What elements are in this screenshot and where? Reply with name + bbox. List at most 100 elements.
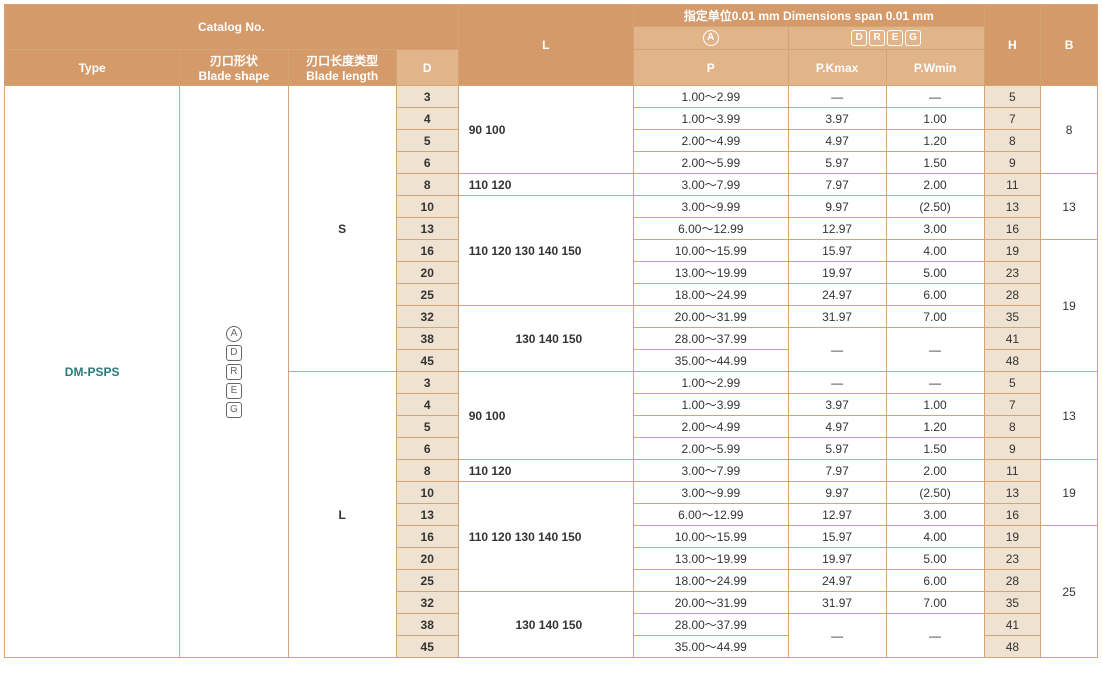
- p-cell: 3.00～7.99: [633, 460, 788, 482]
- k-cell: —: [788, 328, 886, 372]
- d-cell: 4: [396, 108, 458, 130]
- w-cell: —: [886, 86, 984, 108]
- b-cell: 25: [1041, 526, 1098, 658]
- p-cell: 35.00～44.99: [633, 636, 788, 658]
- w-cell: 1.00: [886, 394, 984, 416]
- h-cell: 48: [984, 350, 1041, 372]
- w-cell: 1.20: [886, 416, 984, 438]
- d-cell: 6: [396, 438, 458, 460]
- k-cell: 12.97: [788, 218, 886, 240]
- d-cell: 4: [396, 394, 458, 416]
- k-cell: 19.97: [788, 548, 886, 570]
- header-A-sym: A: [633, 27, 788, 50]
- w-cell: 2.00: [886, 460, 984, 482]
- rect-e-icon: E: [887, 30, 903, 46]
- h-cell: 35: [984, 592, 1041, 614]
- L-cell: 90 100: [458, 86, 633, 174]
- L-cell: 110 120: [458, 174, 633, 196]
- k-cell: 24.97: [788, 570, 886, 592]
- h-cell: 13: [984, 482, 1041, 504]
- k-cell: 7.97: [788, 460, 886, 482]
- header-blade-length: 刃口长度类型Blade length: [288, 50, 396, 86]
- d-cell: 25: [396, 284, 458, 306]
- circle-a-icon: A: [703, 30, 719, 46]
- d-cell: 3: [396, 86, 458, 108]
- h-cell: 48: [984, 636, 1041, 658]
- shape-sym-A: A: [226, 326, 242, 342]
- w-cell: 2.00: [886, 174, 984, 196]
- p-cell: 2.00～5.99: [633, 438, 788, 460]
- type-cell: DM-PSPS: [5, 86, 180, 658]
- k-cell: 31.97: [788, 592, 886, 614]
- h-cell: 9: [984, 438, 1041, 460]
- k-cell: 9.97: [788, 196, 886, 218]
- p-cell: 2.00～5.99: [633, 152, 788, 174]
- header-span: 指定单位0.01 mm Dimensions span 0.01 mm: [633, 5, 984, 27]
- p-cell: 13.00～19.99: [633, 548, 788, 570]
- shape-sym-E: E: [226, 383, 242, 399]
- w-cell: 7.00: [886, 306, 984, 328]
- h-cell: 19: [984, 240, 1041, 262]
- w-cell: 3.00: [886, 504, 984, 526]
- h-cell: 41: [984, 614, 1041, 636]
- p-cell: 6.00～12.99: [633, 504, 788, 526]
- k-cell: 24.97: [788, 284, 886, 306]
- header-D: D: [396, 50, 458, 86]
- header-DREG-sym: DREG: [788, 27, 984, 50]
- k-cell: 31.97: [788, 306, 886, 328]
- p-cell: 1.00～2.99: [633, 86, 788, 108]
- d-cell: 20: [396, 548, 458, 570]
- d-cell: 3: [396, 372, 458, 394]
- k-cell: 15.97: [788, 526, 886, 548]
- p-cell: 13.00～19.99: [633, 262, 788, 284]
- w-cell: (2.50): [886, 196, 984, 218]
- shape-sym-G: G: [226, 402, 242, 418]
- k-cell: 19.97: [788, 262, 886, 284]
- p-cell: 2.00～4.99: [633, 416, 788, 438]
- h-cell: 5: [984, 86, 1041, 108]
- h-cell: 8: [984, 130, 1041, 152]
- h-cell: 16: [984, 218, 1041, 240]
- h-cell: 11: [984, 174, 1041, 196]
- p-cell: 1.00～2.99: [633, 372, 788, 394]
- d-cell: 25: [396, 570, 458, 592]
- header-PKmax: P.Kmax: [788, 50, 886, 86]
- header-blade-shape: 刃口形状Blade shape: [180, 50, 288, 86]
- p-cell: 10.00～15.99: [633, 526, 788, 548]
- h-cell: 13: [984, 196, 1041, 218]
- p-cell: 3.00～9.99: [633, 482, 788, 504]
- blade-shape-cell: ADREG: [180, 86, 288, 658]
- p-cell: 3.00～9.99: [633, 196, 788, 218]
- h-cell: 41: [984, 328, 1041, 350]
- h-cell: 7: [984, 394, 1041, 416]
- L-cell: 110 120 130 140 150: [458, 482, 633, 592]
- p-cell: 6.00～12.99: [633, 218, 788, 240]
- blade-length-S: S: [288, 86, 396, 372]
- d-cell: 38: [396, 614, 458, 636]
- d-cell: 5: [396, 130, 458, 152]
- d-cell: 10: [396, 196, 458, 218]
- header-type: Type: [5, 50, 180, 86]
- w-cell: 1.50: [886, 152, 984, 174]
- header-L: L: [458, 5, 633, 86]
- w-cell: 3.00: [886, 218, 984, 240]
- w-cell: 5.00: [886, 548, 984, 570]
- h-cell: 28: [984, 570, 1041, 592]
- h-cell: 28: [984, 284, 1041, 306]
- w-cell: 6.00: [886, 570, 984, 592]
- k-cell: —: [788, 614, 886, 658]
- L-cell: 110 120: [458, 460, 633, 482]
- w-cell: 4.00: [886, 240, 984, 262]
- blade-length-L: L: [288, 372, 396, 658]
- k-cell: 9.97: [788, 482, 886, 504]
- d-cell: 16: [396, 240, 458, 262]
- d-cell: 32: [396, 592, 458, 614]
- L-cell: 90 100: [458, 372, 633, 460]
- L-cell: 130 140 150: [458, 306, 633, 372]
- h-cell: 16: [984, 504, 1041, 526]
- p-cell: 10.00～15.99: [633, 240, 788, 262]
- rect-d-icon: D: [851, 30, 867, 46]
- d-cell: 32: [396, 306, 458, 328]
- h-cell: 35: [984, 306, 1041, 328]
- k-cell: 12.97: [788, 504, 886, 526]
